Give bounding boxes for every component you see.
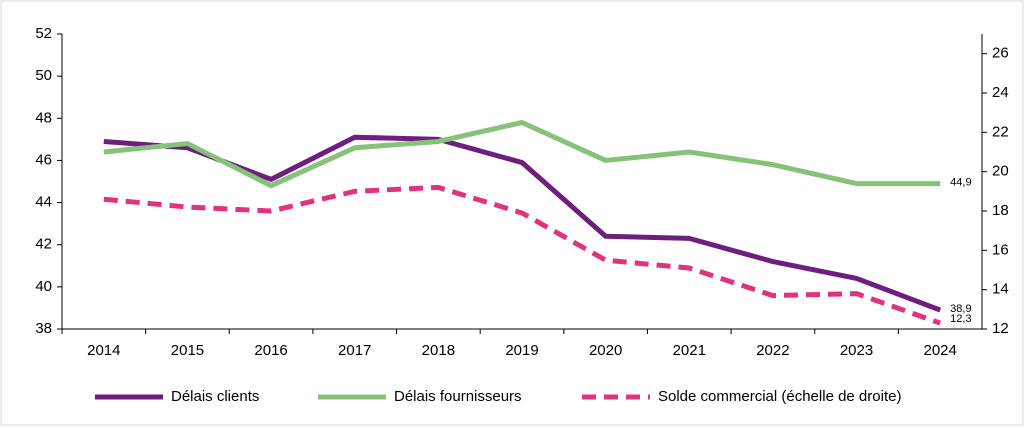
x-tick-label: 2016 (254, 342, 287, 359)
y2-tick-label: 18 (992, 202, 1009, 219)
x-tick-label: 2023 (840, 342, 873, 359)
x-tick-label: 2024 (923, 342, 956, 359)
y2-tick-label: 14 (992, 281, 1009, 298)
y-tick-label: 52 (35, 25, 52, 42)
y2-tick-label: 26 (992, 45, 1009, 62)
y-tick-label: 44 (35, 194, 52, 211)
legend-label: Délais fournisseurs (394, 388, 522, 405)
series-line (103, 120, 941, 189)
x-tick-label: 2019 (505, 342, 538, 359)
value-label: 44,9 (950, 177, 971, 189)
series-line (103, 134, 942, 313)
value-label: 12,3 (950, 313, 971, 325)
y-tick-label: 50 (35, 67, 52, 84)
y2-tick-label: 16 (992, 241, 1009, 258)
y-tick-label: 48 (35, 109, 52, 126)
x-tick-label: 2021 (673, 342, 706, 359)
y-tick-label: 46 (35, 151, 52, 168)
x-tick-label: 2018 (422, 342, 455, 359)
legend-label: Solde commercial (échelle de droite) (658, 388, 901, 405)
x-tick-label: 2022 (756, 342, 789, 359)
y2-tick-label: 12 (992, 320, 1009, 337)
y-tick-label: 38 (35, 320, 52, 337)
y2-tick-label: 20 (992, 163, 1009, 180)
x-tick-label: 2014 (87, 342, 120, 359)
series-line (103, 184, 942, 326)
y2-tick-label: 22 (992, 123, 1009, 140)
y-tick-label: 40 (35, 278, 52, 295)
y-tick-label: 42 (35, 236, 52, 253)
legend-label: Délais clients (171, 388, 259, 405)
y2-tick-label: 24 (992, 84, 1009, 101)
x-tick-label: 2020 (589, 342, 622, 359)
x-tick-label: 2017 (338, 342, 371, 359)
value-label: 38,9 (950, 303, 971, 315)
x-tick-label: 2015 (171, 342, 204, 359)
